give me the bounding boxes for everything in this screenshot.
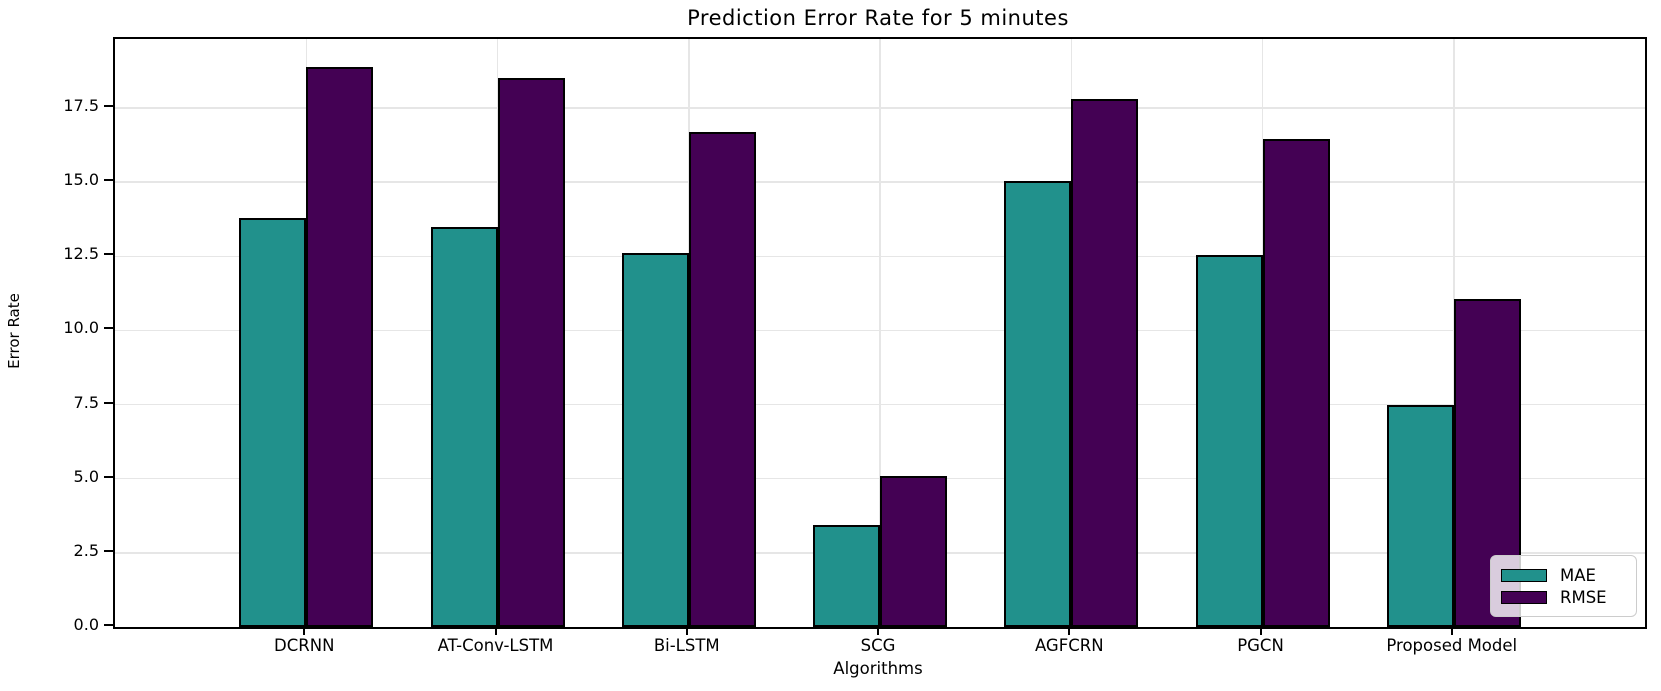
x-tick-mark [303,627,306,635]
rmse-swatch-icon [1501,590,1547,604]
x-tick-mark [685,627,688,635]
y-tick-mark [104,179,113,182]
bar-rmse-at-conv-lstm [497,78,565,627]
y-tick-label: 7.5 [73,392,99,412]
x-tick-mark [1259,627,1262,635]
x-tick-mark [1450,627,1453,635]
bar-rmse-dcrnn [306,67,374,627]
y-tick-label: 15.0 [63,170,99,190]
x-tick-mark [877,627,879,635]
x-axis-label: Algorithms [833,659,923,678]
x-tick-label: Proposed Model [1386,636,1518,655]
bar-rmse-agfcrn [1071,99,1139,627]
bar-rmse-pgcn [1262,139,1330,627]
x-tick-label: PGCN [1237,636,1284,655]
y-tick-mark [104,401,113,404]
y-tick-label: 17.5 [63,96,99,116]
x-tick-mark [1068,627,1071,635]
x-tick-label: AT-Conv-LSTM [437,636,554,655]
x-tick-mark [494,627,497,635]
y-tick-label: 0.0 [73,615,99,634]
bar-mae-agfcrn [1004,181,1072,627]
bar-rmse-scg [880,476,947,627]
x-tick-label: AGFCRN [1034,636,1104,655]
bar-mae-scg [813,525,880,627]
bar-mae-at-conv-lstm [430,227,498,627]
bar-mae-pgcn [1195,255,1263,627]
y-tick-mark [104,475,113,478]
legend-label-rmse: RMSE [1560,587,1607,607]
y-tick-mark [104,327,113,330]
x-tick-label: SCG [860,636,896,655]
plot-area: MAE RMSE [113,37,1647,629]
chart-title: Prediction Error Rate for 5 minutes [687,6,1069,30]
vertical-gridline [879,39,881,627]
bar-mae-bi-lstm [621,253,689,627]
legend-entry-mae: MAE [1501,564,1626,586]
y-tick-mark [104,624,113,626]
bar-mae-proposed-model [1386,405,1454,627]
legend-label-mae: MAE [1560,565,1596,585]
y-tick-mark [104,549,113,552]
mae-swatch-icon [1501,568,1547,582]
y-tick-label: 10.0 [63,318,99,338]
bar-rmse-proposed-model [1453,299,1521,627]
legend: MAE RMSE [1490,555,1637,617]
legend-entry-rmse: RMSE [1501,586,1626,608]
bar-mae-dcrnn [239,218,307,627]
x-tick-label: Bi-LSTM [653,636,720,655]
y-tick-mark [104,105,113,108]
y-tick-label: 5.0 [73,466,99,486]
x-tick-label: DCRNN [274,636,335,655]
y-tick-mark [104,253,113,256]
bar-rmse-bi-lstm [688,132,756,627]
y-tick-label: 12.5 [63,244,99,264]
y-tick-label: 2.5 [73,540,99,560]
